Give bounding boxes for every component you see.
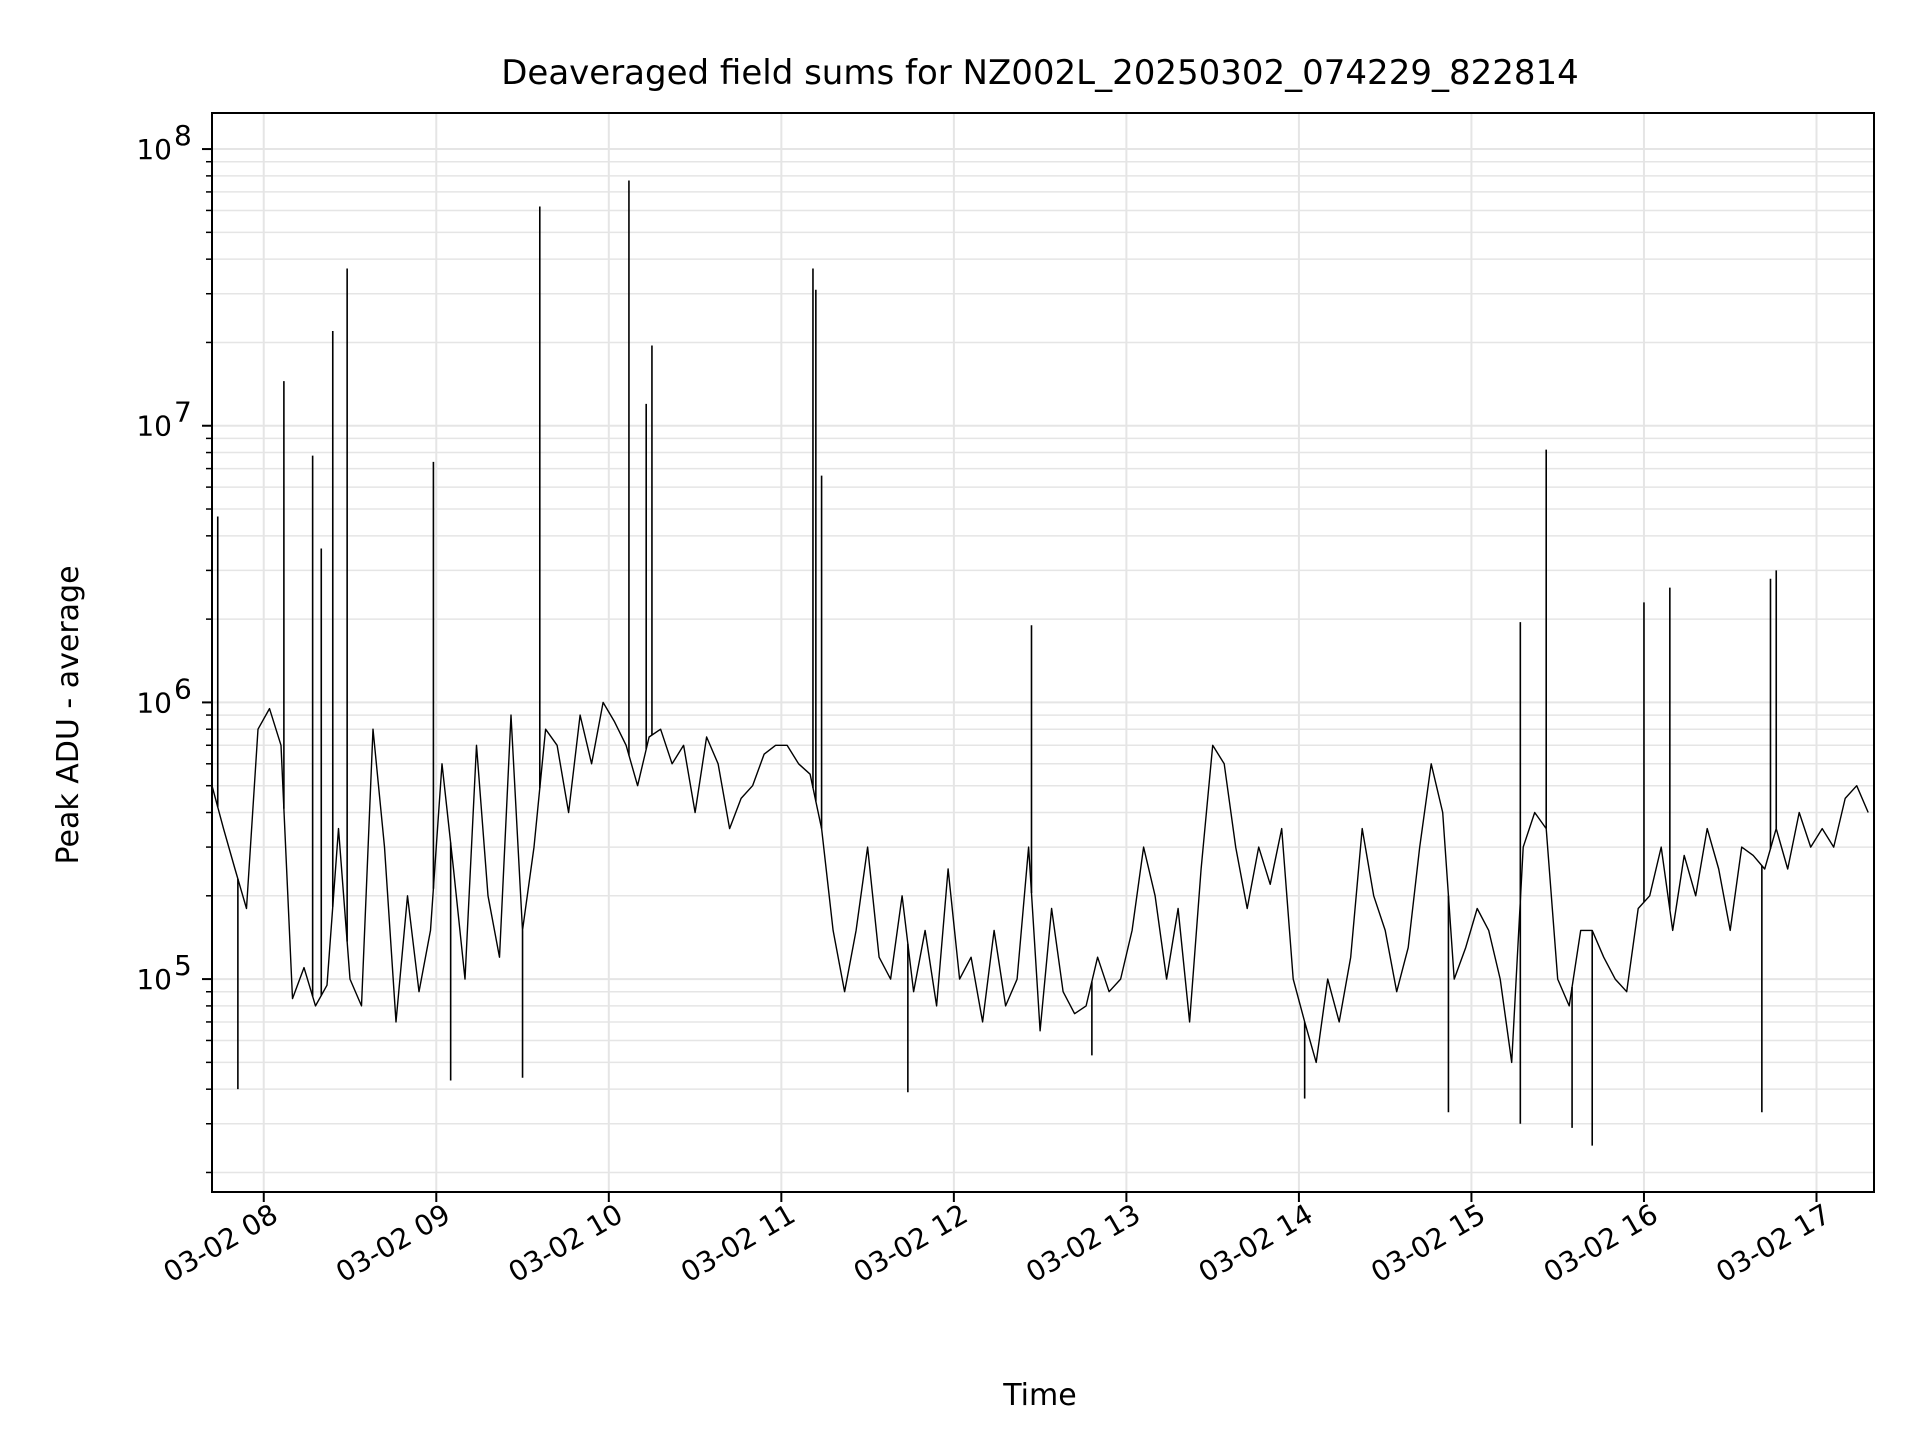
plot-frame — [211, 112, 1875, 1193]
y-tick-exponent: 6 — [174, 672, 192, 705]
y-tick-exponent: 8 — [174, 119, 192, 152]
y-tick-label: 10 — [136, 133, 172, 166]
y-axis-label: Peak ADU - average — [51, 565, 86, 864]
x-axis-label: Time — [1002, 1378, 1076, 1413]
y-tick-label: 10 — [136, 410, 172, 443]
y-tick-label: 10 — [136, 686, 172, 719]
y-tick-exponent: 7 — [174, 396, 192, 429]
y-tick-label: 10 — [136, 963, 172, 996]
series-group — [211, 180, 1869, 1146]
y-tick-exponent: 5 — [174, 949, 192, 982]
chart-title: Deaveraged field sums for NZ002L_2025030… — [501, 53, 1579, 93]
grid — [212, 113, 1874, 1192]
